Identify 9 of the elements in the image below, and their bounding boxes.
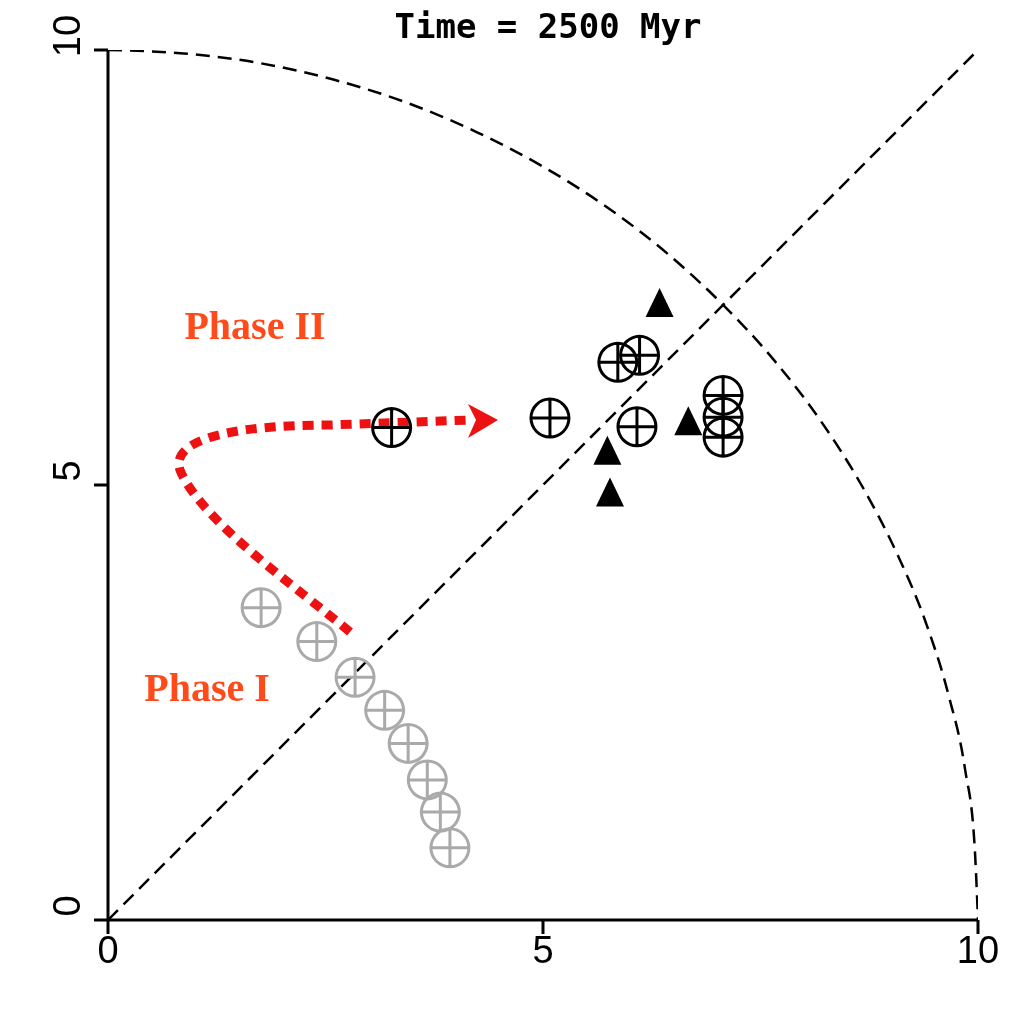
- y-tick-label: 5: [46, 460, 89, 482]
- annotation: Phase I: [144, 665, 270, 711]
- chart-title: Time = 2500 Myr: [394, 6, 702, 46]
- x-tick-label: 5: [532, 928, 554, 971]
- x-tick-label: 10: [956, 928, 1000, 971]
- x-tick-label: 0: [97, 928, 119, 971]
- y-tick-label: 10: [46, 14, 89, 58]
- y-tick-label: 0: [46, 895, 89, 917]
- annotation: Phase II: [184, 303, 326, 349]
